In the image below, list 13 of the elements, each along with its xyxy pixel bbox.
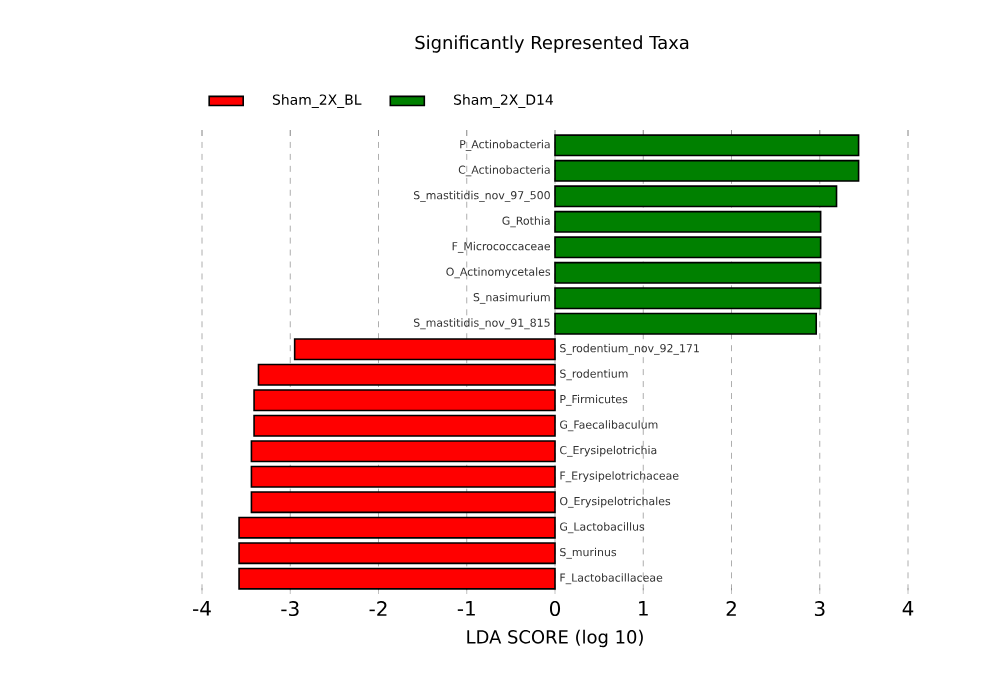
x-tick-label: -2 bbox=[369, 601, 387, 616]
x-tick-label: 4 bbox=[902, 601, 914, 616]
x-tick-label: -1 bbox=[457, 601, 475, 616]
x-tick-label: -4 bbox=[193, 601, 211, 616]
chart-title: Significantly Represented Taxa bbox=[415, 35, 689, 53]
bar bbox=[554, 134, 860, 157]
x-tick-label: 3 bbox=[814, 601, 825, 617]
x-tick-label: 0 bbox=[549, 601, 561, 617]
x-tick-label: 2 bbox=[726, 601, 736, 616]
bar bbox=[238, 567, 556, 590]
x-axis-title: LDA SCORE (log 10) bbox=[467, 629, 643, 648]
x-tick-label: 1 bbox=[639, 601, 648, 616]
x-tick-label: -3 bbox=[281, 601, 299, 617]
